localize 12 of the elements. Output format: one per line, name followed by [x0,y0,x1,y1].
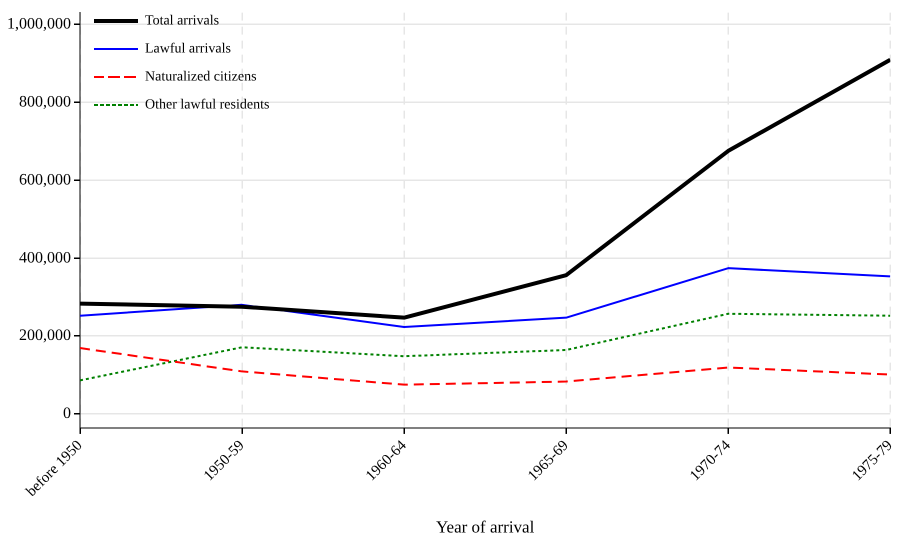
x-axis-title: Year of arrival [436,517,535,536]
legend-label: Lawful arrivals [145,42,231,57]
y-tick-label: 1,000,000 [7,15,71,32]
y-tick-label: 0 [63,405,71,422]
legend-label: Total arrivals [145,14,220,29]
y-tick-label: 800,000 [19,93,71,110]
legend-label: Naturalized citizens [145,70,257,85]
legend-label: Other lawful residents [145,98,270,113]
y-tick-label: 200,000 [19,327,71,344]
y-tick-label: 400,000 [19,249,71,266]
line-series [80,312,890,382]
y-tick-label: 600,000 [19,171,71,188]
